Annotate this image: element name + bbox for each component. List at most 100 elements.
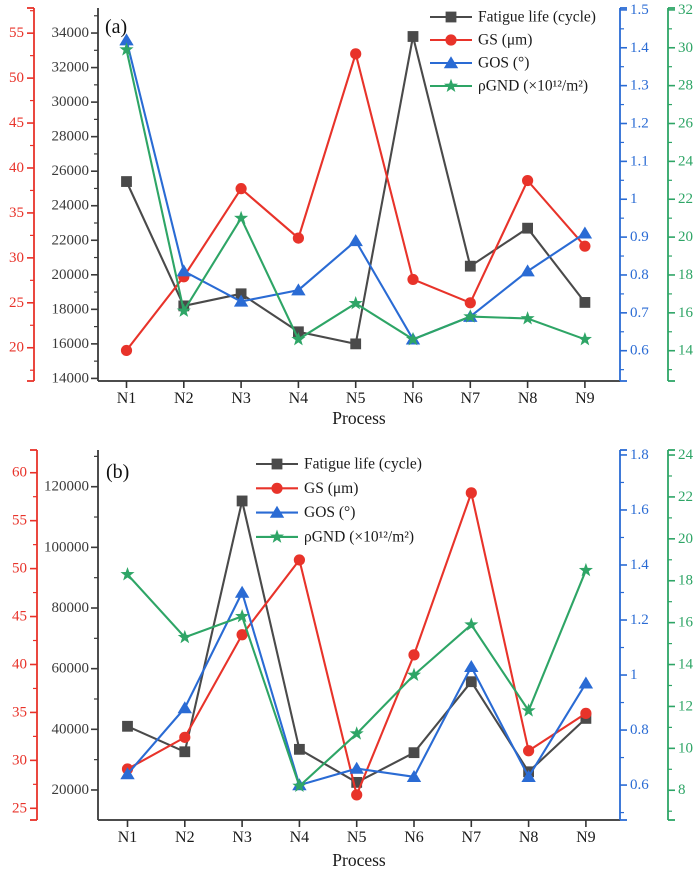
marker-star bbox=[119, 42, 134, 56]
marker-circle bbox=[579, 240, 591, 252]
marker-star bbox=[577, 331, 592, 346]
tick-label: 40 bbox=[9, 160, 24, 176]
marker-circle bbox=[271, 482, 283, 494]
legend-item: GS (μm) bbox=[256, 480, 358, 497]
tick-label: 26 bbox=[678, 115, 694, 131]
tick-label: 10 bbox=[678, 740, 693, 756]
x-tick-label: N7 bbox=[461, 390, 481, 407]
tick-label: 14 bbox=[678, 657, 694, 673]
marker-star bbox=[348, 295, 363, 310]
x-axis-title: Process bbox=[332, 408, 386, 428]
tick-label: 50 bbox=[9, 70, 24, 86]
marker-star bbox=[120, 567, 135, 581]
marker-star bbox=[176, 303, 191, 317]
tick-label: 20 bbox=[678, 531, 693, 547]
marker-circle bbox=[408, 649, 420, 661]
legend-item: ρGND (×10¹²/m²) bbox=[256, 528, 414, 545]
tick-label: 1 bbox=[630, 191, 638, 207]
marker-star bbox=[234, 210, 249, 225]
x-tick-label: N1 bbox=[118, 829, 138, 846]
marker-circle bbox=[236, 629, 248, 641]
x-tick-label: N3 bbox=[231, 390, 251, 407]
marker-triangle bbox=[577, 226, 593, 239]
marker-triangle bbox=[520, 264, 535, 277]
series-gnd bbox=[119, 42, 592, 346]
tick-label: 24000 bbox=[52, 198, 90, 214]
legend-label: GOS (°) bbox=[304, 504, 355, 521]
x-tick-label: N6 bbox=[404, 829, 424, 846]
marker-triangle bbox=[348, 234, 363, 247]
legend-label: Fatigue life (cycle) bbox=[304, 456, 422, 473]
marker-star bbox=[406, 667, 422, 681]
x-tick-label: N8 bbox=[518, 390, 538, 407]
tick-label: 20 bbox=[678, 229, 693, 245]
legend-item: Fatigue life (cycle) bbox=[430, 9, 596, 26]
marker-square bbox=[465, 676, 477, 688]
tick-label: 40 bbox=[12, 656, 27, 672]
marker-square bbox=[235, 288, 247, 300]
tick-label: 1.4 bbox=[630, 557, 649, 573]
panel-a: N1 N2 N3 N4 N5 N6 N7 N8 N9 Process (a) 20 25 30 35 40 45… bbox=[9, 2, 694, 428]
marker-circle bbox=[179, 731, 191, 743]
panel-label: (a) bbox=[105, 16, 127, 38]
x-tick-label: N1 bbox=[117, 390, 137, 407]
panel-label: (b) bbox=[106, 461, 129, 483]
marker-star bbox=[520, 311, 535, 325]
tick-label: 100000 bbox=[44, 539, 89, 555]
tick-label: 1.3 bbox=[630, 78, 649, 94]
marker-triangle bbox=[119, 33, 134, 46]
tick-label: 45 bbox=[12, 609, 27, 625]
x-axis-title: Process bbox=[332, 850, 386, 870]
tick-label: 30 bbox=[12, 752, 27, 768]
marker-star bbox=[521, 703, 536, 717]
marker-circle bbox=[293, 554, 305, 566]
marker-star bbox=[291, 331, 306, 346]
marker-triangle bbox=[120, 767, 135, 780]
tick-label: 40000 bbox=[52, 721, 90, 737]
tick-label: 28000 bbox=[52, 129, 90, 145]
tick-label: 0.6 bbox=[630, 343, 649, 359]
tick-label: 55 bbox=[12, 513, 27, 529]
marker-square bbox=[522, 222, 533, 234]
marker-square bbox=[445, 11, 457, 23]
marker-star bbox=[405, 331, 421, 346]
tick-label: 0.8 bbox=[630, 267, 649, 283]
marker-square bbox=[407, 31, 419, 42]
marker-circle bbox=[350, 48, 362, 60]
marker-circle bbox=[465, 487, 477, 499]
tick-label: 14000 bbox=[52, 370, 90, 386]
tick-label: 24 bbox=[678, 447, 694, 463]
tick-label: 60 bbox=[12, 465, 27, 481]
x-tick-label: N8 bbox=[519, 829, 539, 846]
marker-triangle bbox=[269, 505, 285, 518]
tick-label: 26000 bbox=[52, 163, 90, 179]
tick-label: 1.5 bbox=[630, 2, 649, 18]
legend-item: Fatigue life (cycle) bbox=[256, 456, 422, 473]
marker-square bbox=[464, 260, 476, 272]
x-tick-label: N6 bbox=[403, 390, 423, 407]
legend-item: GOS (°) bbox=[430, 55, 529, 72]
marker-triangle bbox=[349, 761, 364, 774]
x-tick-label: N7 bbox=[462, 829, 482, 846]
tick-label: 18 bbox=[678, 573, 693, 589]
tick-label: 20 bbox=[9, 340, 24, 356]
tick-label: 0.6 bbox=[630, 777, 649, 793]
tick-label: 16000 bbox=[52, 336, 90, 352]
tick-label: 45 bbox=[9, 115, 24, 131]
x-tick-label: N2 bbox=[174, 390, 194, 407]
marker-star bbox=[443, 78, 459, 92]
tick-label: 0.7 bbox=[630, 305, 649, 321]
marker-triangle bbox=[177, 701, 192, 714]
tick-label: 18 bbox=[678, 267, 693, 283]
tick-label: 80000 bbox=[52, 600, 90, 616]
tick-label: 30000 bbox=[52, 94, 90, 110]
tick-label: 30 bbox=[678, 40, 693, 56]
x-tick-label: N9 bbox=[575, 390, 595, 407]
tick-label: 28 bbox=[678, 78, 693, 94]
tick-label: 12 bbox=[678, 698, 693, 714]
marker-circle bbox=[580, 707, 592, 719]
legend-item: GS (μm) bbox=[430, 32, 532, 49]
tick-label: 18000 bbox=[52, 301, 90, 317]
tick-label: 14 bbox=[678, 343, 694, 359]
